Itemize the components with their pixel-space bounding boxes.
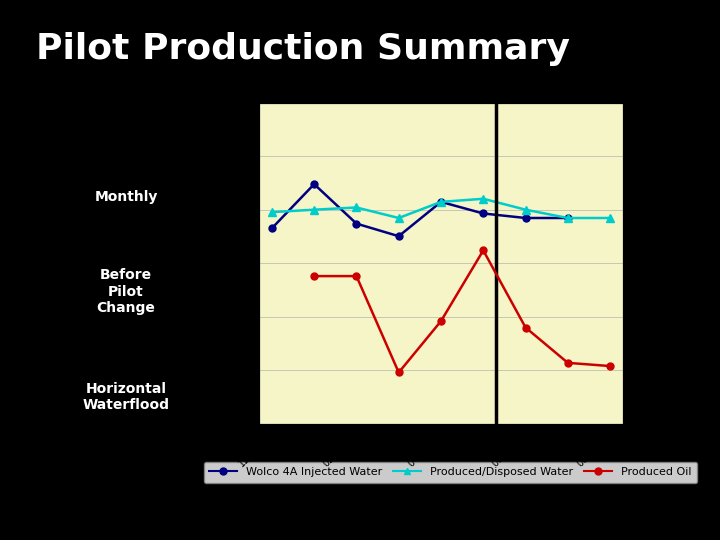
Wolco 4A Injected Water bbox=[352, 220, 361, 227]
Wolco 4A Injected Water bbox=[521, 215, 530, 221]
Produced/Disposed Water bbox=[479, 195, 487, 202]
Produced/Disposed Water bbox=[606, 215, 614, 221]
Produced/Disposed Water bbox=[436, 199, 445, 205]
Produced/Disposed Water bbox=[352, 204, 361, 211]
Wolco 4A Injected Water bbox=[436, 199, 445, 205]
Y-axis label: Injected/Disposed Water (bbl): Injected/Disposed Water (bbl) bbox=[185, 175, 195, 352]
Wolco 4A Injected Water bbox=[310, 181, 318, 187]
Wolco 4A Injected Water bbox=[268, 225, 276, 232]
Legend: Wolco 4A Injected Water, Produced/Disposed Water, Produced Oil: Wolco 4A Injected Water, Produced/Dispos… bbox=[204, 462, 697, 483]
Y-axis label: Produced Oil (bbl): Produced Oil (bbl) bbox=[660, 210, 670, 317]
Produced/Disposed Water bbox=[310, 206, 318, 213]
Line: Wolco 4A Injected Water: Wolco 4A Injected Water bbox=[269, 181, 571, 240]
Wolco 4A Injected Water bbox=[395, 233, 403, 239]
Produced/Disposed Water bbox=[521, 206, 530, 213]
Wolco 4A Injected Water bbox=[564, 215, 572, 221]
Text: Horizontal
Waterflood: Horizontal Waterflood bbox=[83, 382, 169, 412]
Text: Monthly: Monthly bbox=[94, 190, 158, 204]
Produced/Disposed Water bbox=[395, 215, 403, 221]
Produced/Disposed Water bbox=[564, 215, 572, 221]
Text: Pilot Production Summary: Pilot Production Summary bbox=[36, 32, 570, 66]
Text: Before
Pilot
Change: Before Pilot Change bbox=[96, 268, 156, 315]
Produced/Disposed Water bbox=[268, 209, 276, 215]
Wolco 4A Injected Water bbox=[479, 210, 487, 217]
Line: Produced/Disposed Water: Produced/Disposed Water bbox=[268, 194, 614, 222]
